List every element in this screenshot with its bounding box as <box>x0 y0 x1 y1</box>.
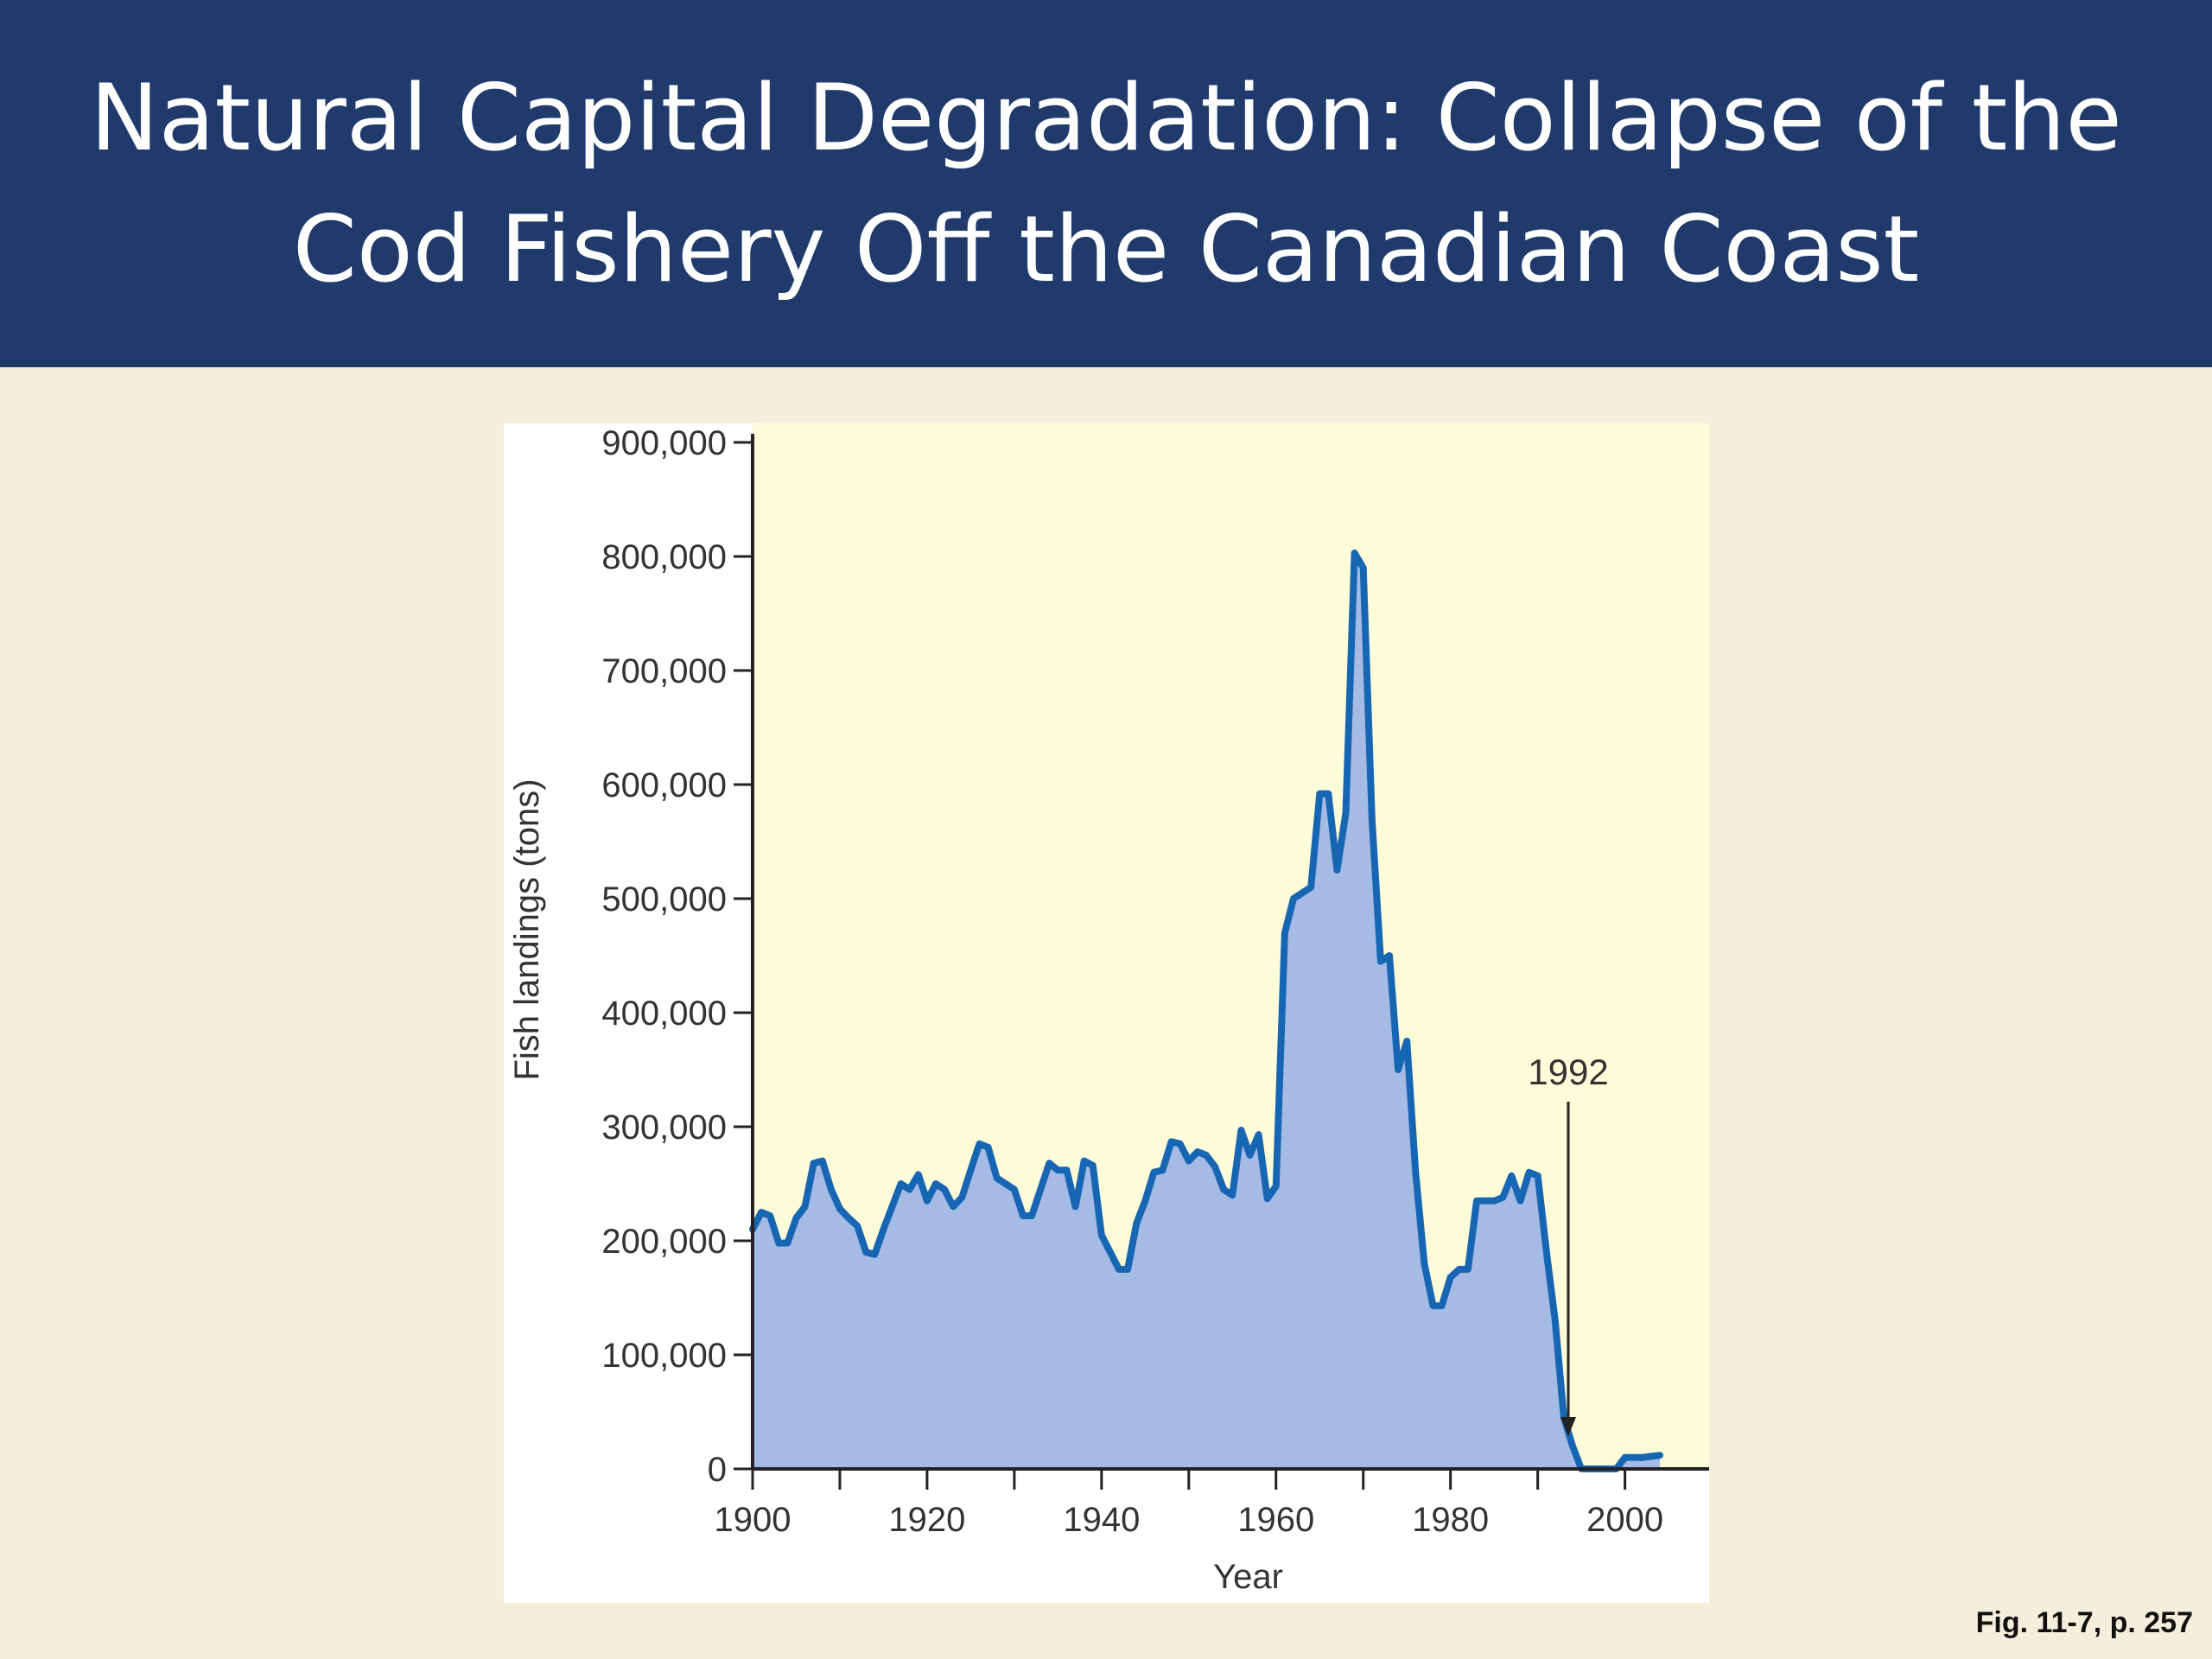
x-tick-label: 1900 <box>715 1501 791 1539</box>
y-tick-label: 100,000 <box>601 1337 727 1375</box>
x-tick-label: 1960 <box>1237 1501 1314 1539</box>
annotation-arrow-head <box>1560 1417 1576 1436</box>
y-tick-label: 700,000 <box>601 652 727 690</box>
slide-title: Natural Capital Degradation: Collapse of… <box>90 64 2122 302</box>
title-bar: Natural Capital Degradation: Collapse of… <box>0 0 2212 367</box>
y-tick-label: 900,000 <box>601 424 727 462</box>
annotation-label: 1992 <box>1528 1052 1608 1092</box>
figure-reference: Fig. 11-7, p. 257 <box>1975 1606 2193 1639</box>
x-tick-label: 1940 <box>1063 1501 1140 1539</box>
y-axis-title: Fish landings (tons) <box>508 779 546 1080</box>
y-tick-label: 300,000 <box>601 1109 727 1147</box>
y-tick-label: 0 <box>708 1451 727 1489</box>
x-tick-label: 2000 <box>1586 1501 1663 1539</box>
y-tick-label: 800,000 <box>601 538 727 576</box>
y-tick-label: 600,000 <box>601 766 727 804</box>
cod-landings-chart: 0 100,000 200,000 300,000 400,000 500,000 600,… <box>508 423 1709 1596</box>
series-area <box>753 553 1660 1469</box>
x-tick-label: 1920 <box>888 1501 965 1539</box>
chart-panel: 0 100,000 200,000 300,000 400,000 500,000 600,… <box>504 423 1709 1603</box>
y-tick-label: 200,000 <box>601 1223 727 1261</box>
y-tick-label: 500,000 <box>601 880 727 918</box>
series-line <box>749 550 1663 1472</box>
x-axis-title: Year <box>1213 1558 1283 1596</box>
y-tick-label: 400,000 <box>601 995 727 1033</box>
x-tick-label: 1980 <box>1412 1501 1489 1539</box>
